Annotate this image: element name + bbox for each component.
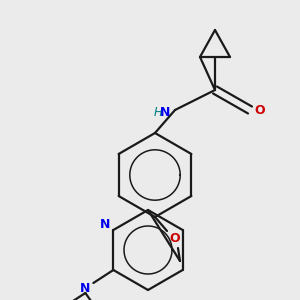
Text: N: N — [100, 218, 110, 232]
Text: H: H — [154, 106, 163, 118]
Text: O: O — [254, 103, 265, 116]
Text: O: O — [170, 232, 180, 245]
Text: N: N — [160, 106, 170, 118]
Text: N: N — [80, 281, 91, 295]
